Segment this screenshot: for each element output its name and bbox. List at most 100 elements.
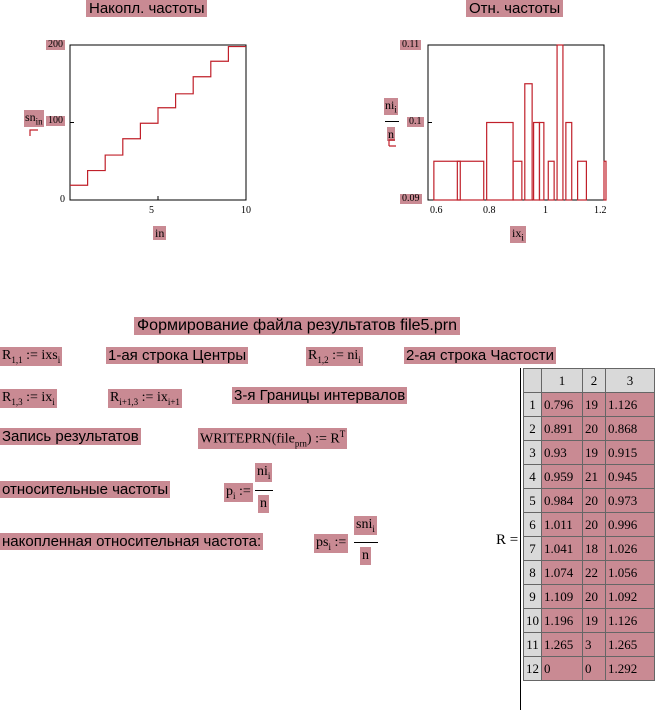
result-cell-col3: 0.868 (605, 416, 655, 441)
result-cell-col3: 1.265 (605, 632, 655, 657)
result-cell-col2: 18 (582, 536, 606, 561)
right-bar (576, 160, 587, 201)
result-cell-col3: 1.026 (605, 536, 655, 561)
formula-r11: R1,1 := ixsi (0, 347, 63, 366)
left-y-axis-label: snin (24, 110, 44, 128)
result-cell-col1: 1.265 (541, 632, 583, 657)
result-cell-col3: 1.056 (605, 560, 655, 585)
result-row-index: 6 (523, 512, 542, 537)
right-bar (524, 83, 533, 201)
formula-p-denominator: n (258, 495, 269, 513)
result-cell-col2: 19 (582, 392, 606, 417)
right-bar (433, 160, 461, 201)
result-cell-col1: 0.891 (541, 416, 583, 441)
formula-writeprn: WRITEPRN(fileprn) := RT (198, 428, 348, 450)
result-row: 4 0.959 21 0.945 (523, 464, 655, 489)
result-cell-col3: 1.092 (605, 584, 655, 609)
left-chart-title: Накопл. частоты (86, 0, 208, 17)
result-row-index: 12 (523, 656, 542, 681)
label-write-results: Запись результатов (0, 428, 141, 445)
result-cell-col3: 0.945 (605, 464, 655, 489)
label-row2-frequencies: 2-ая строка Частости (404, 347, 557, 364)
section-title: Формирование файла результатов file5.prn (134, 317, 460, 335)
result-cell-col1: 0.93 (541, 440, 583, 465)
result-cell-col2: 3 (582, 632, 606, 657)
formula-p-fraction-bar (255, 490, 273, 491)
formula-ps-fraction-bar (354, 542, 378, 543)
result-cell-col2: 21 (582, 464, 606, 489)
result-cell-col2: 20 (582, 512, 606, 537)
formula-r13: R1,3 := ixi (0, 389, 57, 408)
result-cell-col3: 1.292 (605, 656, 655, 681)
result-matrix: 1 2 3 1 0.796 19 1.126 2 0.891 20 0.868 3 0.93 19 0… (523, 368, 655, 681)
result-cell-col1: 1.109 (541, 584, 583, 609)
right-y-tick-max: 0.11 (400, 39, 422, 50)
left-x-tick-10: 10 (241, 205, 251, 216)
right-bar (538, 121, 545, 201)
result-row-index: 8 (523, 560, 542, 585)
result-row-index: 5 (523, 488, 542, 513)
result-col-header-1: 1 (541, 368, 583, 393)
right-bar (532, 121, 541, 201)
result-row-index: 1 (523, 392, 542, 417)
result-row: 6 1.011 20 0.996 (523, 512, 655, 537)
formula-ps-numerator: snii (354, 516, 377, 535)
result-row: 1 0.796 19 1.126 (523, 392, 655, 417)
right-x-tick-06: 0.6 (430, 205, 443, 216)
result-col-header-3: 3 (605, 368, 655, 393)
result-header-row: 1 2 3 (523, 368, 655, 393)
result-row: 11 1.265 3 1.265 (523, 632, 655, 657)
result-cell-col1: 1.041 (541, 536, 583, 561)
right-chart-title: Отн. частоты (466, 0, 564, 17)
left-y-tick-mid: 100 (46, 115, 65, 126)
result-cell-col1: 1.011 (541, 512, 583, 537)
right-y-axis-numerator: nii (384, 98, 398, 116)
result-cell-col2: 19 (582, 608, 606, 633)
result-row: 8 1.074 22 1.056 (523, 560, 655, 585)
result-cell-col3: 0.996 (605, 512, 655, 537)
formula-r12: R1,2 := nii (306, 347, 363, 366)
result-cell-col1: 0.796 (541, 392, 583, 417)
right-x-tick-08: 0.8 (483, 205, 496, 216)
right-bar (512, 160, 523, 201)
right-y-axis-fraction-bar (385, 121, 399, 122)
result-row: 2 0.891 20 0.868 (523, 416, 655, 441)
right-x-tick-1: 1 (543, 205, 548, 216)
left-y-tick-max: 200 (46, 39, 65, 50)
right-x-axis-label: ixi (510, 226, 526, 244)
result-row-index: 10 (523, 608, 542, 633)
label-relative-frequencies: относительные частоты (0, 481, 171, 498)
right-bar (456, 160, 485, 201)
result-cell-col1: 1.074 (541, 560, 583, 585)
label-row1-centers: 1-ая строка Центры (106, 347, 249, 364)
result-cell-col3: 1.126 (605, 608, 655, 633)
result-row-index: 7 (523, 536, 542, 561)
result-cell-col3: 1.126 (605, 392, 655, 417)
result-row-index: 9 (523, 584, 542, 609)
result-row: 12 0 0 1.292 (523, 656, 655, 681)
right-bar (486, 121, 514, 201)
result-row: 7 1.041 18 1.026 (523, 536, 655, 561)
result-cell-col2: 0 (582, 656, 606, 681)
right-legend-mark (388, 139, 396, 147)
result-cell-col3: 0.915 (605, 440, 655, 465)
left-x-tick-5: 5 (149, 205, 154, 216)
left-series-line (70, 45, 246, 186)
result-cell-col1: 0.984 (541, 488, 583, 513)
right-bar (565, 121, 573, 201)
result-cell-col1: 0 (541, 656, 583, 681)
formula-r-boundaries: Ri+1,3 := ixi+1 (108, 389, 182, 408)
right-y-tick-min: 0.09 (400, 193, 422, 204)
result-row-index: 4 (523, 464, 542, 489)
result-cell-col2: 20 (582, 488, 606, 513)
formula-p-numerator: nii (255, 463, 273, 482)
result-matrix-bracket (520, 368, 525, 710)
result-row: 5 0.984 20 0.973 (523, 488, 655, 513)
label-row3-boundaries: 3-я Границы интервалов (232, 387, 408, 404)
result-header-corner (523, 368, 542, 393)
result-cell-col2: 20 (582, 416, 606, 441)
result-cell-col2: 20 (582, 584, 606, 609)
right-bar (556, 44, 564, 201)
